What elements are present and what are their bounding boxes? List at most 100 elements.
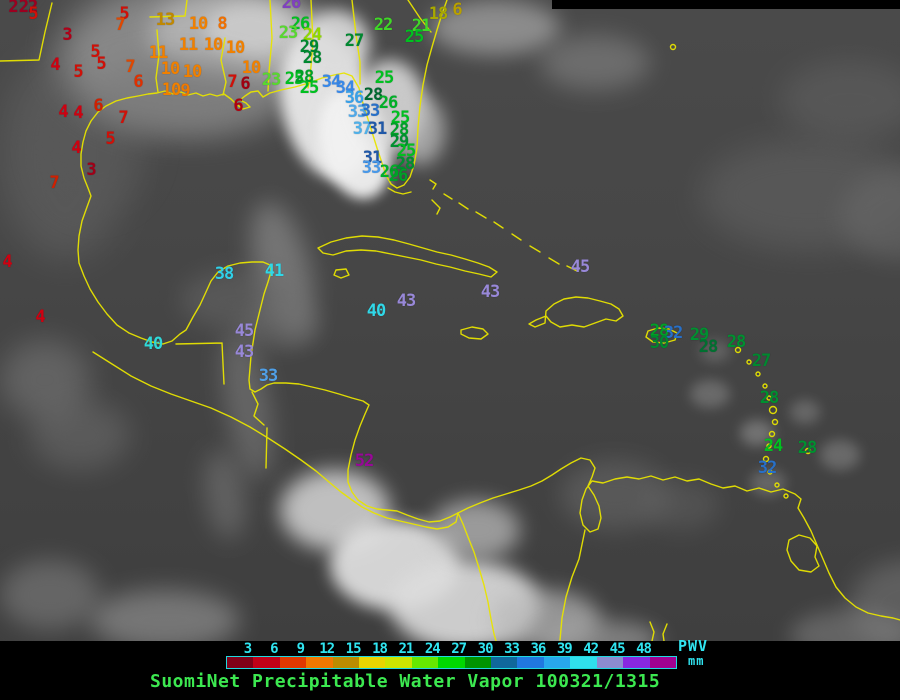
station-pwv-value: 28 xyxy=(363,85,384,105)
station-pwv-value: 40 xyxy=(143,334,164,354)
colorbar-tick-label: 21 xyxy=(398,641,414,657)
cloud-blob xyxy=(790,400,820,424)
colorbar-segment xyxy=(438,657,465,668)
cloud-blob xyxy=(540,35,650,90)
station-pwv-value: 34 xyxy=(335,78,356,98)
colorbar-tick-label: 24 xyxy=(424,641,441,657)
cloud-blob xyxy=(90,590,240,641)
station-pwv-value: 25 xyxy=(284,69,305,89)
island-bermuda xyxy=(669,43,677,51)
station-pwv-value: 26 xyxy=(290,14,311,34)
colorbar-segment xyxy=(570,657,597,668)
station-pwv-value: 18 xyxy=(428,4,449,24)
centralamerica-borders xyxy=(175,342,268,469)
station-pwv-value: 37 xyxy=(352,119,373,139)
colorbar-segment xyxy=(385,657,412,668)
station-pwv-value: 8 xyxy=(217,14,227,34)
station-pwv-value: 28 xyxy=(302,48,323,68)
pwv-colorbar xyxy=(226,656,677,669)
station-pwv-value: 10 xyxy=(203,35,224,55)
station-pwv-value: 5 xyxy=(119,4,129,24)
station-pwv-value: 43 xyxy=(396,291,417,311)
cloud-blob xyxy=(540,620,660,641)
station-pwv-value: 10 xyxy=(182,62,203,82)
colorbar-segment xyxy=(623,657,650,668)
cloud-blob xyxy=(560,460,670,530)
coast-northamerica-centralamerica xyxy=(77,0,459,523)
southamerica-borders xyxy=(559,529,668,641)
colorbar-tick-label: 12 xyxy=(319,641,335,657)
station-pwv-value: 31 xyxy=(367,119,388,139)
station-pwv-value: 25 xyxy=(390,108,411,128)
station-pwv-value: 45 xyxy=(234,321,255,341)
island-hispaniola xyxy=(528,296,624,328)
station-pwv-value: 32 xyxy=(757,458,778,478)
colorbar-tick-label: 27 xyxy=(451,641,467,657)
station-pwv-value: 23 xyxy=(261,70,282,90)
station-pwv-value: 4 xyxy=(71,138,81,158)
station-pwv-value: 10 xyxy=(160,59,181,79)
station-pwv-value: 40 xyxy=(366,301,387,321)
state-borders xyxy=(0,0,432,96)
cloud-blob xyxy=(0,340,90,420)
colorbar-segment xyxy=(464,657,492,668)
station-pwv-value: 7 xyxy=(49,173,59,193)
colorbar-units: mm xyxy=(688,654,705,668)
station-pwv-value: 25 xyxy=(374,68,395,88)
station-pwv-value: 33 xyxy=(360,101,381,121)
legend-background xyxy=(0,641,900,700)
station-pwv-value: 4 xyxy=(2,252,12,272)
station-pwv-value: 24 xyxy=(302,25,323,45)
station-pwv-value: 2 xyxy=(8,0,18,17)
colorbar-segment xyxy=(227,657,254,668)
coast-pacific-centralamerica xyxy=(92,351,459,530)
island-cuba xyxy=(317,235,498,278)
colorbar-segment xyxy=(411,657,439,668)
colorbar-segment xyxy=(517,657,544,668)
colorbar-tick-label: 15 xyxy=(345,641,362,657)
station-pwv-value: 38 xyxy=(214,264,235,284)
colorbar-tick-label: 30 xyxy=(477,641,494,657)
station-pwv-value: 28 xyxy=(294,67,315,87)
station-pwv-value: 11 xyxy=(178,35,199,55)
satellite-imagery xyxy=(0,0,900,641)
station-pwv-value: 36 xyxy=(344,88,365,108)
colorbar-tick-label: 39 xyxy=(556,641,573,657)
station-pwv-value: 45 xyxy=(570,257,591,277)
station-pwv-value: 28 xyxy=(389,120,410,140)
station-pwv-value: 26 xyxy=(379,162,400,182)
colorbar-tick-row: 3 6 9 12 15 18 21 24 27 30 33 36 39 42 45 48 xyxy=(0,641,900,657)
colorbar-tick-label: 6 xyxy=(270,641,279,657)
colorbar-label: PWV xyxy=(678,637,709,655)
station-pwv-value: 6 xyxy=(133,72,143,92)
cloud-blob xyxy=(430,500,520,560)
station-pwv-value: 29 xyxy=(299,37,320,57)
island-trinidad xyxy=(786,534,820,573)
station-pwv-value: 34 xyxy=(321,72,342,92)
colorbar-tick-label: 36 xyxy=(530,641,546,657)
colorbar-segment xyxy=(649,657,676,668)
colorbar-tick-label: 33 xyxy=(504,641,520,657)
cloud-blob xyxy=(0,560,100,630)
station-pwv-value: 29 xyxy=(389,132,410,152)
station-pwv-value: 52 xyxy=(354,451,375,471)
colorbar-segment xyxy=(359,657,386,668)
cloud-blob xyxy=(690,380,730,408)
station-pwv-value: 25 xyxy=(299,78,320,98)
station-pwv-value: 7 xyxy=(118,108,128,128)
coast-southamerica-north xyxy=(457,457,900,621)
station-pwv-value: 6 xyxy=(93,96,103,116)
station-pwv-value: 28 xyxy=(649,321,670,341)
colorbar-tick-label: 9 xyxy=(296,641,306,657)
station-pwv-value: 25 xyxy=(404,27,425,47)
coast-southamerica xyxy=(457,512,497,641)
coastline-overlay xyxy=(0,0,900,641)
station-pwv-value: 3 xyxy=(86,160,96,180)
station-pwv-value: 41 xyxy=(264,261,285,281)
station-pwv-value: 7 xyxy=(227,72,237,92)
station-pwv-value: 9 xyxy=(180,81,190,101)
station-pwv-value: 4 xyxy=(35,307,45,327)
station-pwv-value: 32 xyxy=(663,323,684,343)
colorbar-segment xyxy=(332,657,360,668)
station-pwv-value: 5 xyxy=(73,62,83,82)
